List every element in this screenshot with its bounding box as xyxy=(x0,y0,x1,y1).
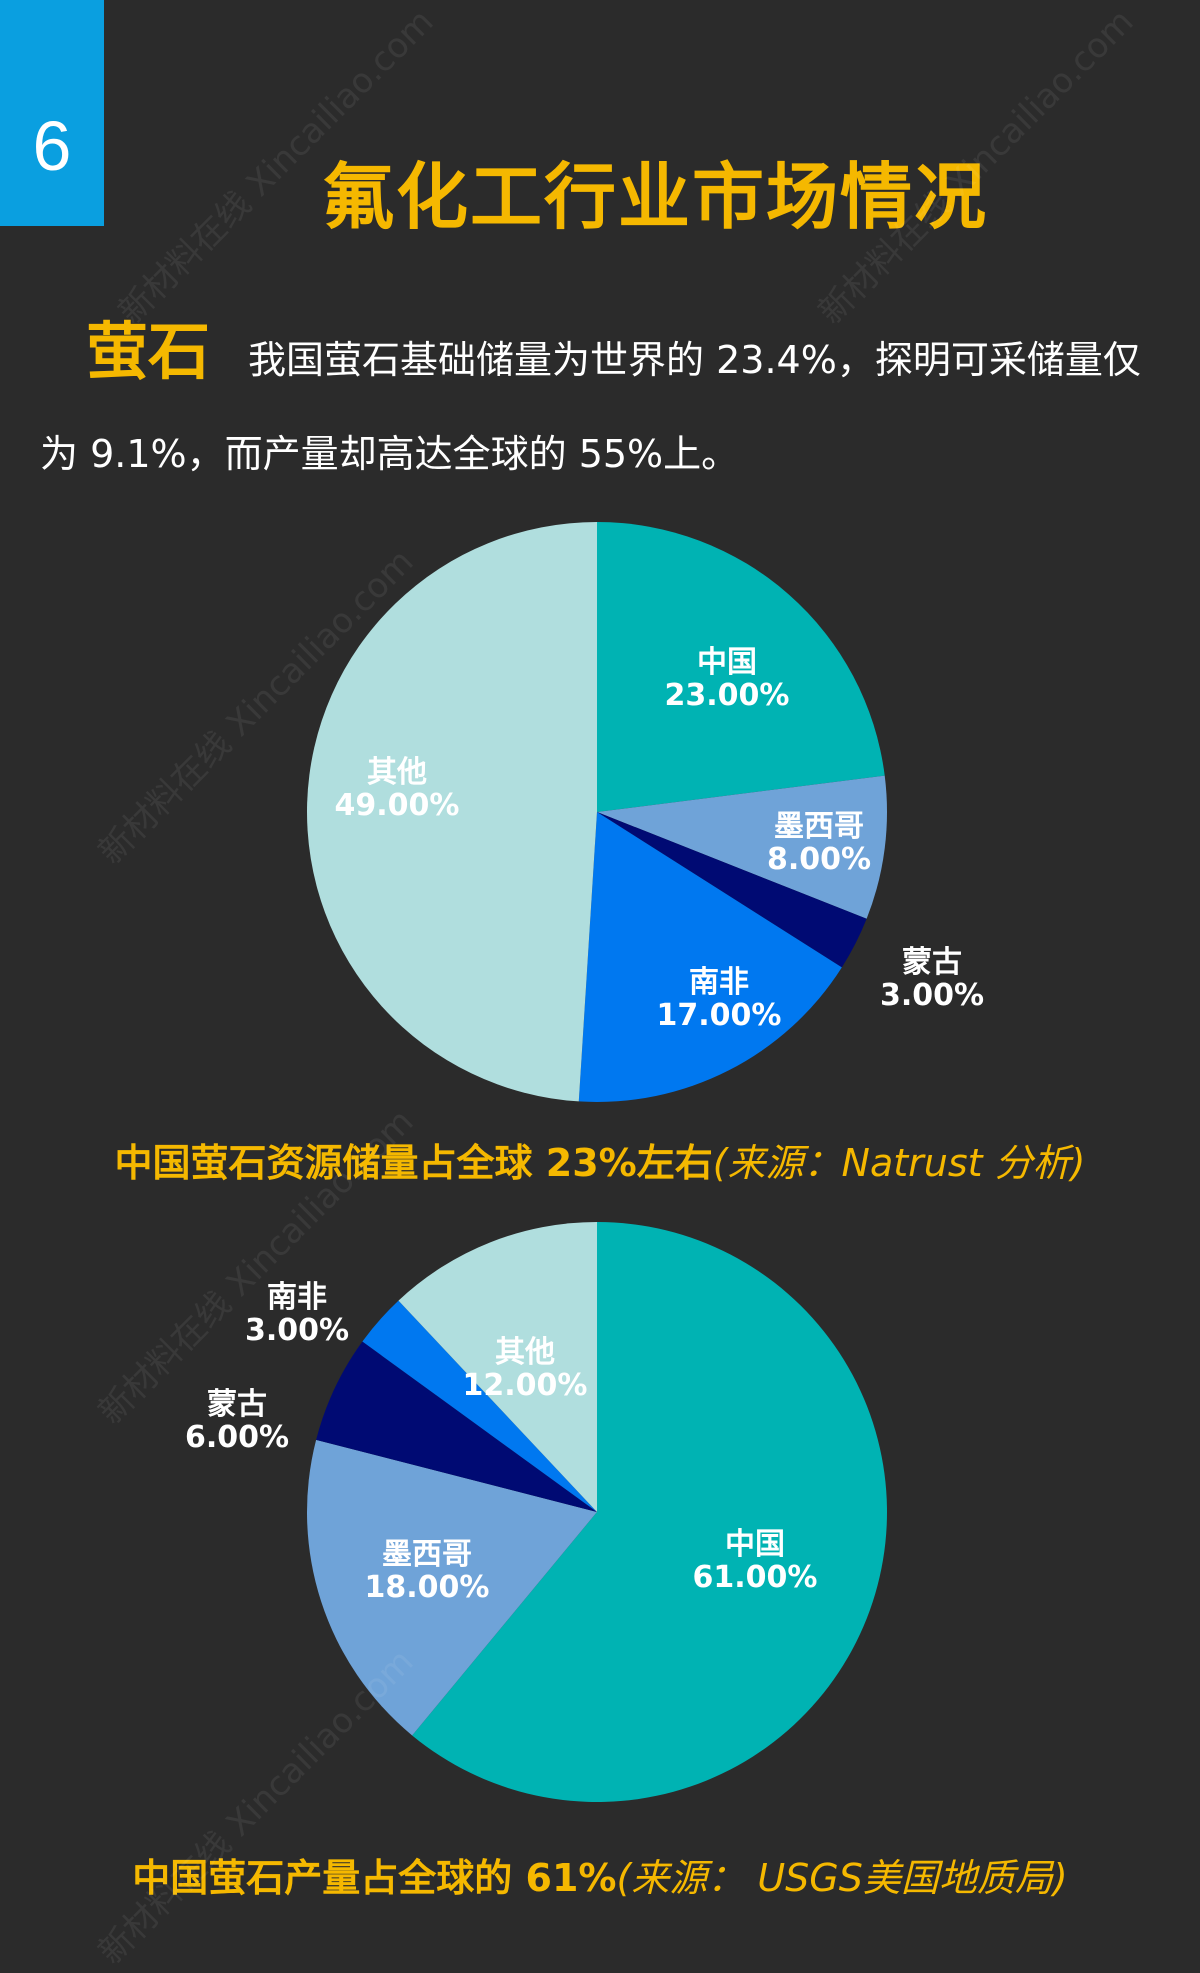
pie-label-other: 其他 xyxy=(367,755,427,790)
pie-value-mexico: 8.00% xyxy=(767,842,871,877)
pie-slice-mexico xyxy=(307,1439,597,1736)
pie-label-south-africa: 南非 xyxy=(267,1280,327,1315)
pie-slice-mexico xyxy=(597,775,888,919)
pie-value-mongolia: 6.00% xyxy=(185,1420,289,1455)
intro-paragraph: 萤石 我国萤石基础储量为世界的 23.4%，探明可采储量仅为 9.1%，而产量却高… xyxy=(40,305,1170,501)
intro-keyword: 萤石 xyxy=(86,315,211,388)
page-title: 氟化工行业市场情况 xyxy=(321,155,988,239)
production-caption-main: 中国萤石产量占全球的 61% xyxy=(132,1856,617,1900)
pie-value-china: 23.00% xyxy=(665,678,790,713)
pie-value-mongolia: 3.00% xyxy=(880,978,984,1013)
pie-value-mexico: 18.00% xyxy=(365,1570,490,1605)
pie-slice-other xyxy=(398,1222,597,1512)
reserves-caption-main: 中国萤石资源储量占全球 23%左右 xyxy=(114,1141,713,1185)
pie-label-mexico: 墨西哥 xyxy=(774,809,864,844)
pie-slice-china xyxy=(412,1222,887,1802)
pie-label-mexico: 墨西哥 xyxy=(382,1537,472,1572)
reserves-caption: 中国萤石资源储量占全球 23%左右(来源：Natrust 分析) xyxy=(0,1132,1200,1187)
pie-label-mongolia: 蒙古 xyxy=(207,1387,267,1422)
production-caption-source: (来源： USGS美国地质局) xyxy=(616,1856,1068,1900)
pie-value-south-africa: 17.00% xyxy=(657,998,782,1033)
pie-slice-mongolia xyxy=(316,1341,597,1512)
pie-value-other: 12.00% xyxy=(463,1368,588,1403)
page-number-badge: 6 xyxy=(0,0,104,226)
pie-slice-china xyxy=(597,522,885,812)
pie-value-china: 61.00% xyxy=(693,1560,818,1595)
pie-slice-south-africa xyxy=(362,1300,597,1512)
pie-value-other: 49.00% xyxy=(335,788,460,823)
pie-slice-south-africa xyxy=(578,812,842,1102)
pie-label-china: 中国 xyxy=(725,1527,785,1562)
intro-text: 我国萤石基础储量为世界的 23.4%，探明可采储量仅为 9.1%，而产量却高达全… xyxy=(40,338,1141,476)
pie-label-south-africa: 南非 xyxy=(689,965,749,1000)
pie-label-china: 中国 xyxy=(697,645,757,680)
pie-slice-mongolia xyxy=(597,812,867,968)
page-number: 6 xyxy=(32,107,72,185)
pie-value-south-africa: 3.00% xyxy=(245,1313,349,1348)
pie-slice-other xyxy=(307,522,597,1102)
pie-label-other: 其他 xyxy=(495,1335,555,1370)
production-caption: 中国萤石产量占全球的 61%(来源： USGS美国地质局) xyxy=(0,1847,1200,1902)
pie-label-mongolia: 蒙古 xyxy=(902,945,962,980)
reserves-caption-source: (来源：Natrust 分析) xyxy=(712,1141,1086,1185)
